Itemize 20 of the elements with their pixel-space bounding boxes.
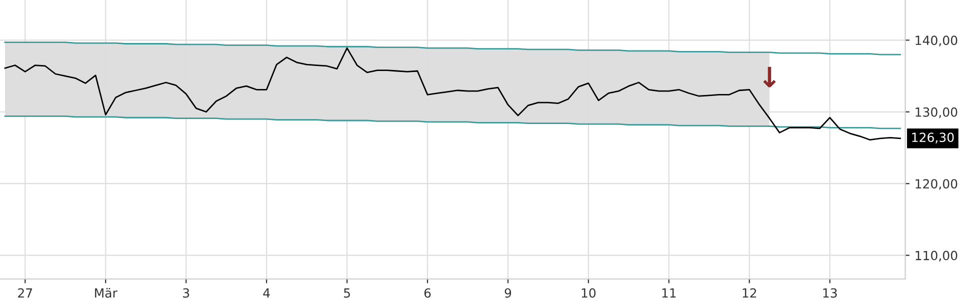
x-tick-label: 9 bbox=[504, 288, 512, 298]
x-tick-label: 11 bbox=[662, 288, 676, 298]
annotation: ↓ bbox=[763, 66, 776, 88]
line-series bbox=[4, 47, 901, 141]
y-tick-label: 130,00 bbox=[916, 107, 958, 118]
y-tick-label: 120,00 bbox=[916, 179, 958, 190]
y-tick-label: 140,00 bbox=[916, 36, 958, 46]
x-tick-label: 12 bbox=[742, 288, 756, 298]
x-tick-label: Mär bbox=[95, 288, 118, 298]
y-tick-label: 110,00 bbox=[916, 250, 958, 262]
x-tick-label: 10 bbox=[582, 288, 596, 298]
x-tick-label: 3 bbox=[183, 288, 190, 298]
x-tick-label: 5 bbox=[344, 288, 350, 298]
text: 126,30 bbox=[912, 132, 954, 144]
line-series bbox=[4, 42, 901, 56]
x-tick-label: 13 bbox=[823, 288, 837, 298]
x-tick-label: 6 bbox=[424, 288, 431, 298]
x-tick-label: 4 bbox=[263, 288, 270, 298]
line-series bbox=[4, 115, 901, 130]
x-tick-label: 27 bbox=[18, 288, 32, 298]
